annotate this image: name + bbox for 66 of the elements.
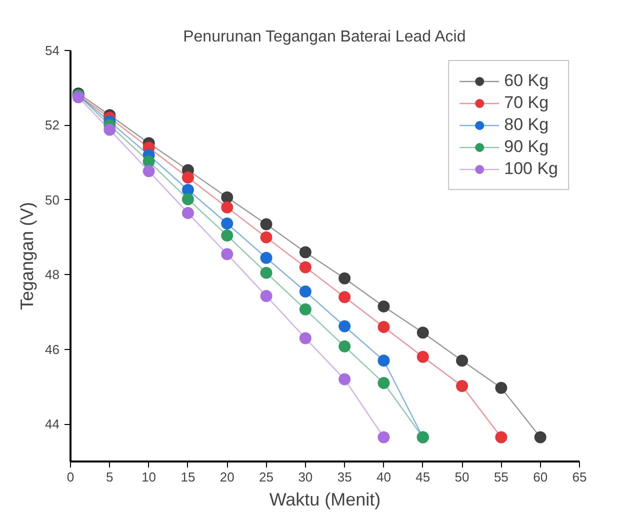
x-tick-label: 45 bbox=[416, 470, 430, 484]
point bbox=[299, 261, 312, 274]
point bbox=[456, 380, 468, 392]
x-tick-label: 55 bbox=[494, 470, 508, 484]
point bbox=[299, 246, 312, 258]
point bbox=[104, 124, 116, 136]
point bbox=[260, 266, 272, 279]
legend-label: 100 Kg bbox=[504, 159, 558, 179]
point bbox=[142, 165, 155, 178]
x-tick-label: 40 bbox=[376, 470, 391, 484]
point bbox=[378, 431, 390, 444]
x-tick-label: 30 bbox=[298, 470, 313, 484]
point bbox=[260, 231, 272, 244]
point bbox=[416, 326, 429, 339]
x-tick-label: 15 bbox=[180, 470, 196, 484]
point bbox=[338, 291, 351, 304]
x-tick-label: 35 bbox=[337, 470, 352, 484]
point bbox=[378, 377, 390, 390]
y-tick-label: 52 bbox=[45, 118, 60, 133]
point bbox=[182, 193, 194, 206]
point bbox=[221, 229, 234, 242]
point bbox=[260, 218, 272, 230]
y-tick-label: 54 bbox=[45, 43, 60, 58]
point bbox=[378, 321, 390, 333]
x-tick-label: 10 bbox=[142, 470, 156, 484]
point bbox=[378, 354, 390, 367]
point bbox=[260, 252, 272, 264]
x-tick-label: 60 bbox=[533, 470, 548, 484]
point bbox=[456, 354, 468, 367]
point bbox=[221, 218, 234, 230]
x-tick-label: 0 bbox=[66, 470, 74, 484]
point bbox=[260, 290, 272, 302]
point bbox=[221, 201, 234, 214]
point bbox=[534, 431, 546, 444]
point bbox=[182, 207, 194, 220]
point bbox=[221, 191, 234, 204]
point bbox=[416, 350, 429, 363]
legend-label: 60 Kg bbox=[504, 71, 549, 91]
x-tick-label: 20 bbox=[220, 470, 234, 484]
point bbox=[378, 300, 390, 312]
legend-label: 80 Kg bbox=[504, 115, 549, 135]
point bbox=[495, 382, 508, 394]
legend-label: 90 Kg bbox=[504, 137, 549, 157]
y-tick-label: 48 bbox=[45, 267, 60, 282]
point bbox=[338, 340, 351, 352]
point bbox=[182, 172, 194, 184]
point bbox=[299, 303, 312, 316]
y-axis-title: Tegangan (V) bbox=[17, 202, 38, 310]
legend-label: 70 Kg bbox=[504, 93, 549, 113]
x-tick-label: 25 bbox=[259, 470, 274, 484]
x-tick-label: 50 bbox=[454, 470, 470, 484]
point bbox=[338, 320, 351, 332]
point bbox=[338, 272, 351, 284]
point bbox=[221, 248, 234, 260]
point bbox=[299, 332, 312, 344]
y-tick-label: 44 bbox=[45, 416, 60, 432]
y-tick-label: 46 bbox=[45, 342, 60, 357]
point bbox=[299, 286, 312, 298]
point bbox=[142, 155, 155, 168]
x-tick-label: 65 bbox=[572, 470, 587, 484]
x-tick-label: 5 bbox=[106, 470, 114, 484]
chart-title: Penurunan Tegangan Baterai Lead Acid bbox=[183, 28, 466, 46]
x-axis-title: Waktu (Menit) bbox=[269, 490, 381, 510]
y-tick-label: 50 bbox=[45, 192, 60, 208]
point bbox=[495, 431, 508, 444]
point bbox=[338, 373, 351, 386]
